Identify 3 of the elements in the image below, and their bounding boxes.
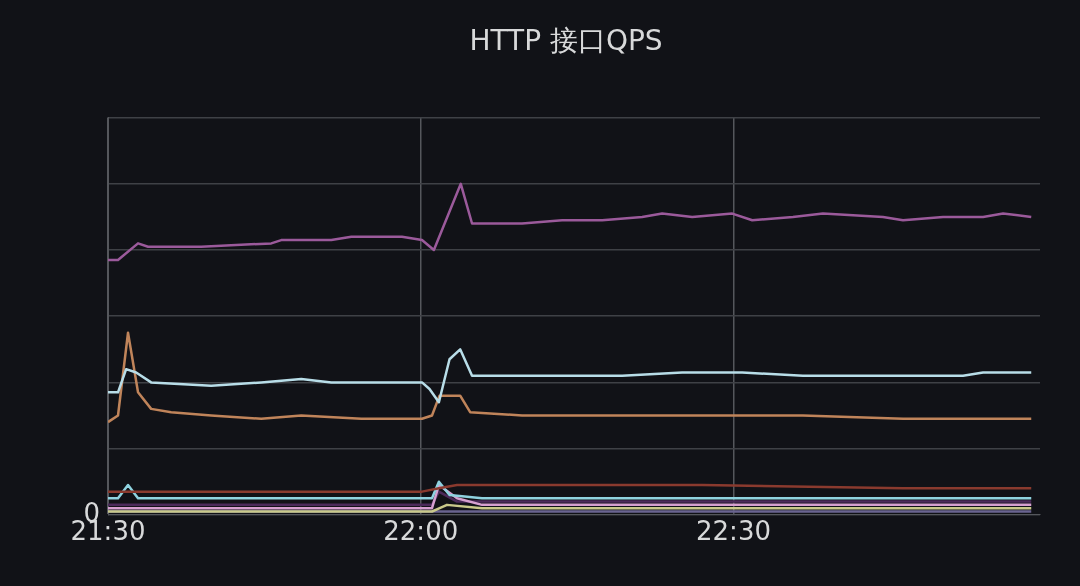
chart-title: HTTP 接口QPS <box>469 24 663 58</box>
x-tick-label: 22:00 <box>383 516 459 547</box>
x-tick-label: 22:30 <box>696 516 771 547</box>
